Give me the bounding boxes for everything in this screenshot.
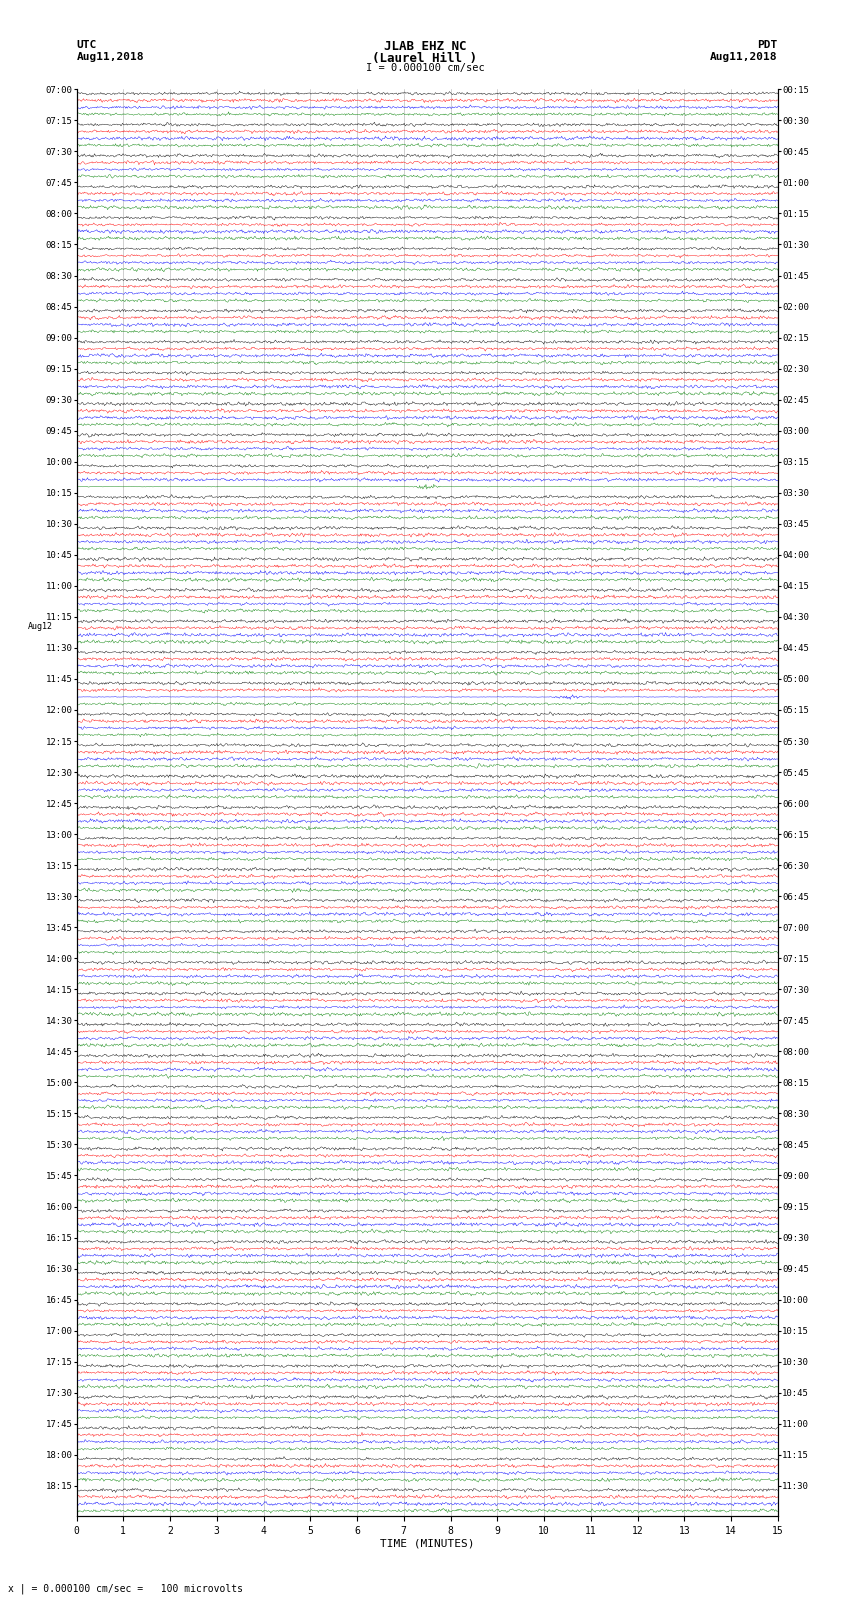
Text: UTC: UTC	[76, 40, 97, 50]
Text: Aug11,2018: Aug11,2018	[76, 52, 144, 61]
X-axis label: TIME (MINUTES): TIME (MINUTES)	[380, 1539, 474, 1548]
Text: I = 0.000100 cm/sec: I = 0.000100 cm/sec	[366, 63, 484, 73]
Text: Aug12: Aug12	[28, 621, 53, 631]
Text: Aug11,2018: Aug11,2018	[711, 52, 778, 61]
Text: PDT: PDT	[757, 40, 778, 50]
Text: JLAB EHZ NC: JLAB EHZ NC	[383, 40, 467, 53]
Text: (Laurel Hill ): (Laurel Hill )	[372, 52, 478, 65]
Text: x | = 0.000100 cm/sec =   100 microvolts: x | = 0.000100 cm/sec = 100 microvolts	[8, 1582, 243, 1594]
